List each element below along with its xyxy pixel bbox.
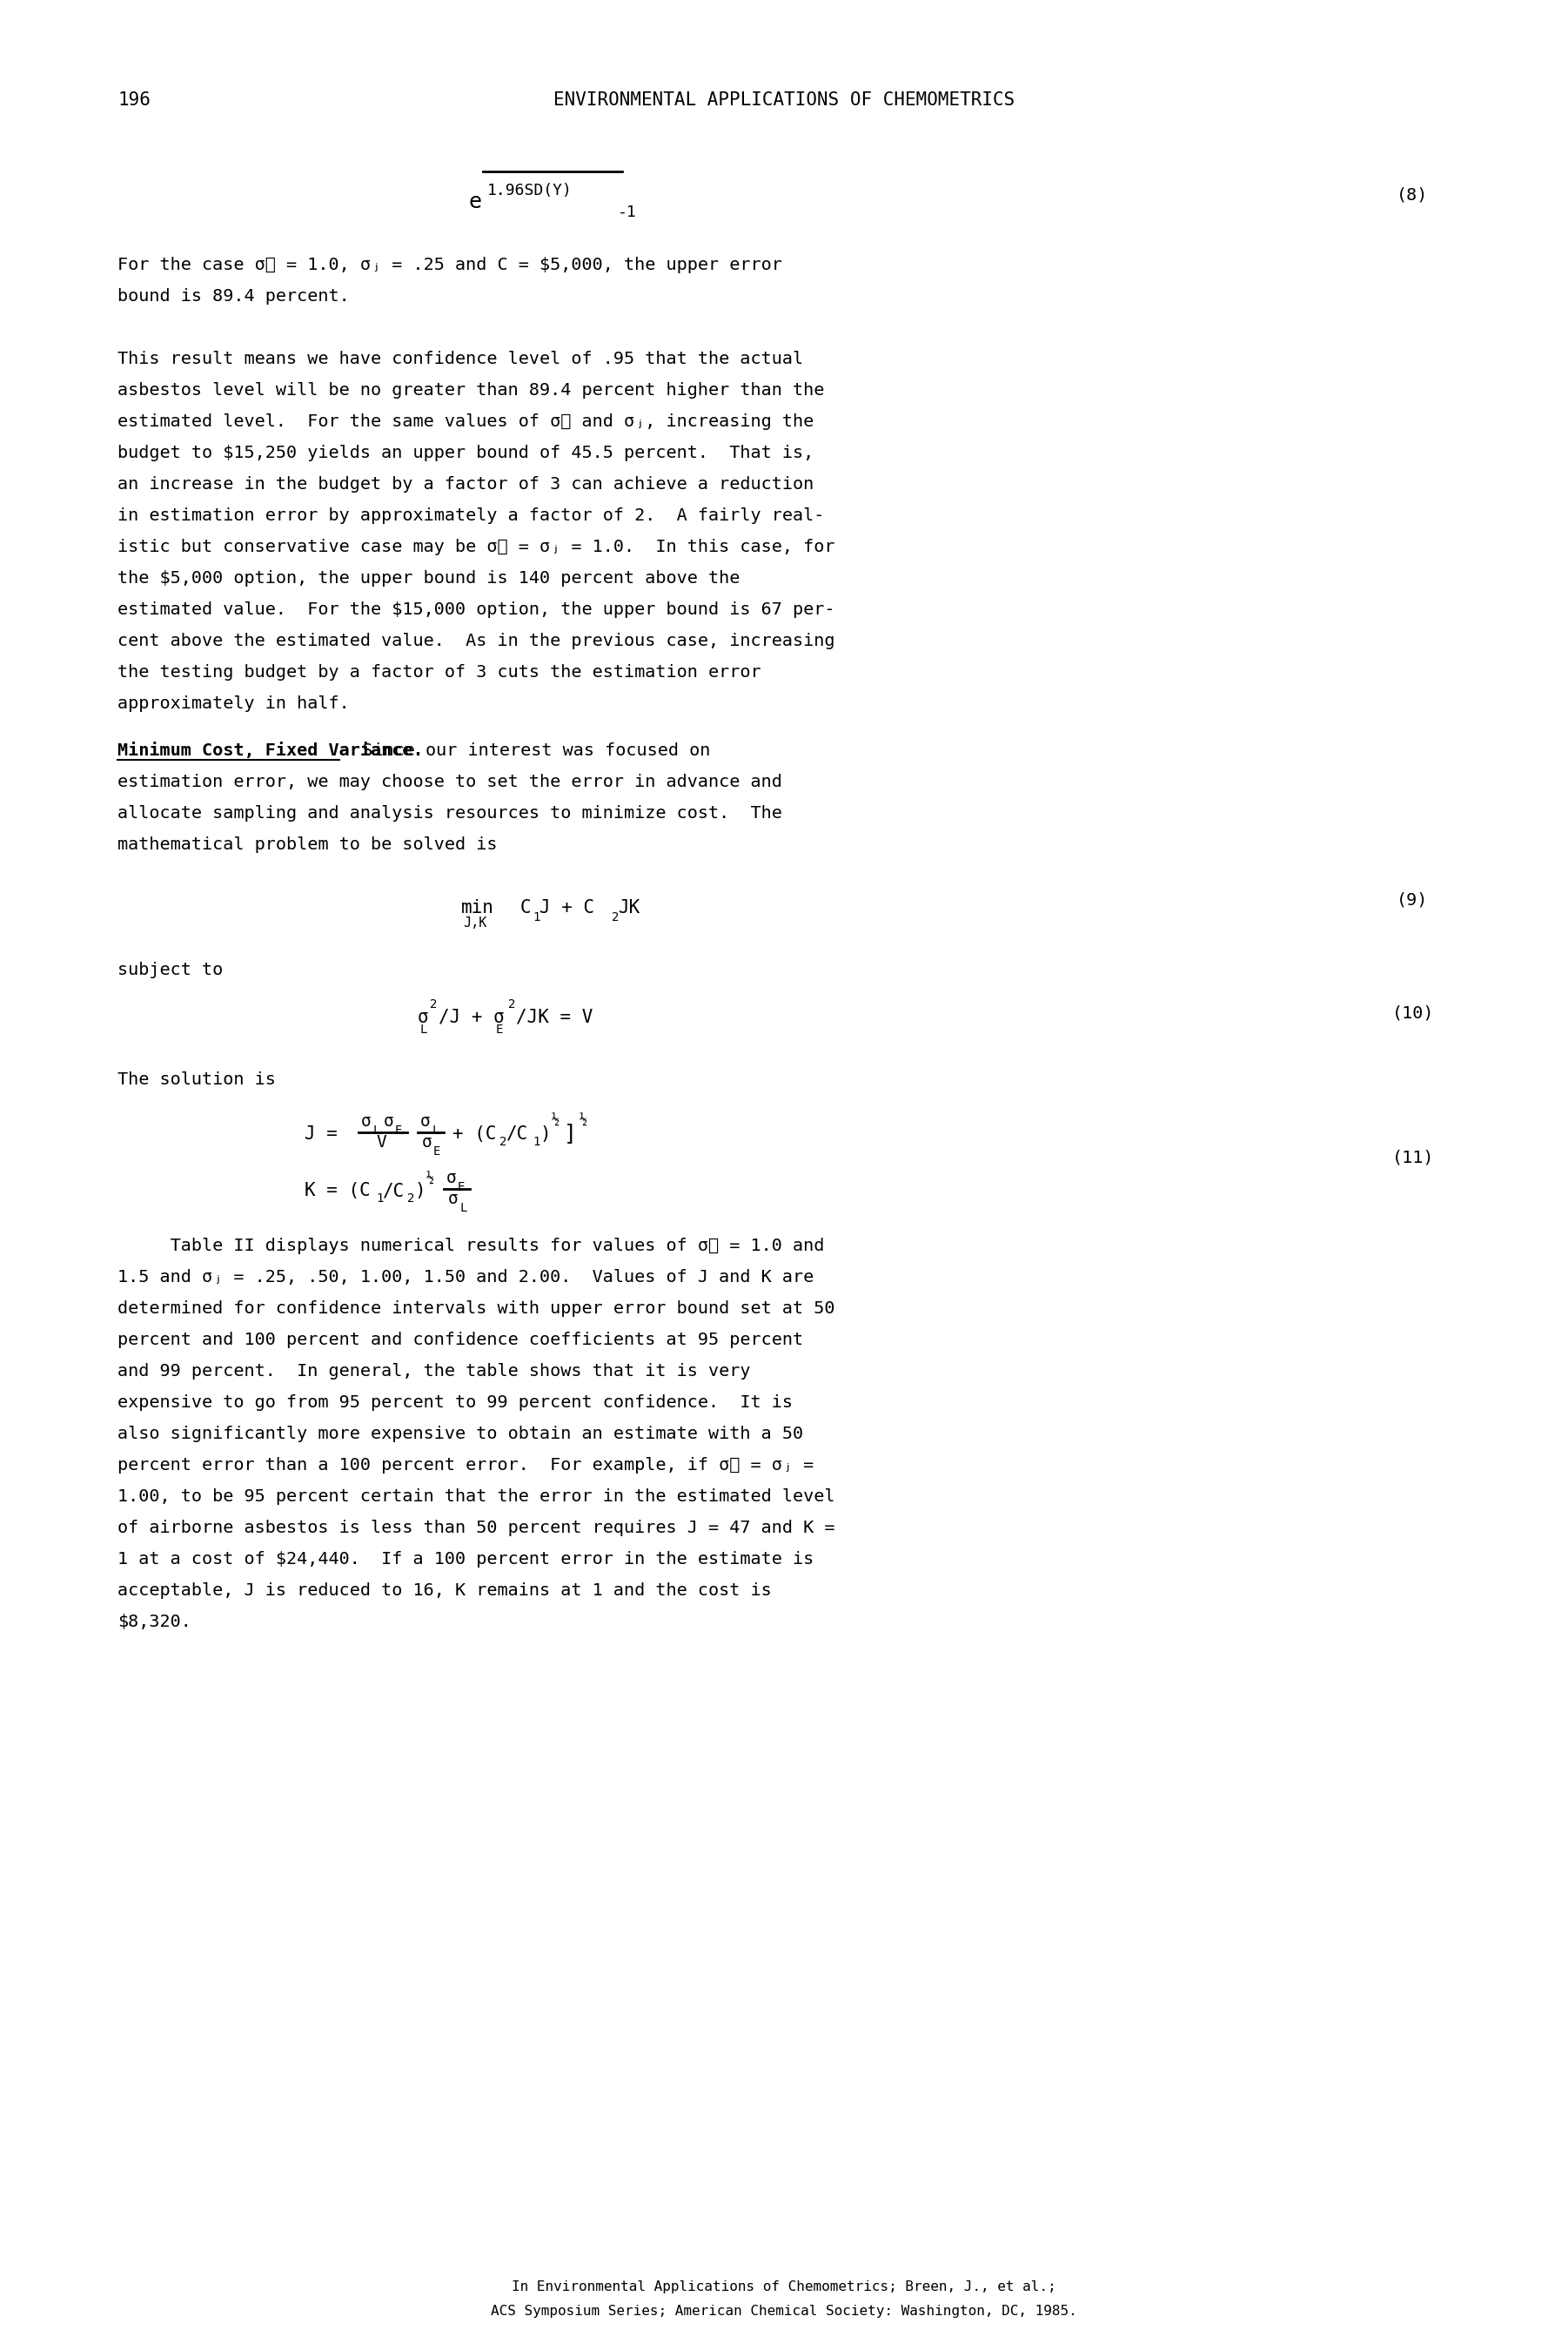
Text: (9): (9) bbox=[1397, 893, 1428, 909]
Text: 2: 2 bbox=[500, 1135, 506, 1149]
Text: allocate sampling and analysis resources to minimize cost.  The: allocate sampling and analysis resources… bbox=[118, 806, 782, 822]
Text: ½: ½ bbox=[552, 1114, 560, 1128]
Text: estimated value.  For the $15,000 option, the upper bound is 67 per-: estimated value. For the $15,000 option,… bbox=[118, 602, 834, 618]
Text: 1: 1 bbox=[533, 1135, 539, 1149]
Text: L: L bbox=[459, 1201, 467, 1215]
Text: the testing budget by a factor of 3 cuts the estimation error: the testing budget by a factor of 3 cuts… bbox=[118, 665, 760, 681]
Text: /C: /C bbox=[506, 1126, 528, 1142]
Text: L: L bbox=[419, 1025, 426, 1036]
Text: /C: /C bbox=[383, 1182, 405, 1198]
Text: C: C bbox=[521, 900, 532, 916]
Text: The solution is: The solution is bbox=[118, 1072, 276, 1088]
Text: subject to: subject to bbox=[118, 961, 223, 978]
Text: 2: 2 bbox=[430, 999, 437, 1010]
Text: cent above the estimated value.  As in the previous case, increasing: cent above the estimated value. As in th… bbox=[118, 632, 834, 649]
Text: + (C: + (C bbox=[453, 1126, 497, 1142]
Text: L: L bbox=[373, 1126, 379, 1137]
Text: istic but conservative case may be σᴇ = σⱼ = 1.0.  In this case, for: istic but conservative case may be σᴇ = … bbox=[118, 538, 834, 555]
Text: budget to $15,250 yields an upper bound of 45.5 percent.  That is,: budget to $15,250 yields an upper bound … bbox=[118, 444, 814, 461]
Text: 2: 2 bbox=[508, 999, 516, 1010]
Text: ENVIRONMENTAL APPLICATIONS OF CHEMOMETRICS: ENVIRONMENTAL APPLICATIONS OF CHEMOMETRI… bbox=[554, 92, 1014, 108]
Text: expensive to go from 95 percent to 99 percent confidence.  It is: expensive to go from 95 percent to 99 pe… bbox=[118, 1394, 793, 1410]
Text: $8,320.: $8,320. bbox=[118, 1614, 191, 1631]
Text: J + C: J + C bbox=[539, 900, 594, 916]
Text: (11): (11) bbox=[1392, 1149, 1435, 1166]
Text: E: E bbox=[395, 1126, 403, 1137]
Text: ½: ½ bbox=[426, 1173, 434, 1184]
Text: ACS Symposium Series; American Chemical Society: Washington, DC, 1985.: ACS Symposium Series; American Chemical … bbox=[491, 2305, 1077, 2317]
Text: 196: 196 bbox=[118, 92, 151, 108]
Text: asbestos level will be no greater than 89.4 percent higher than the: asbestos level will be no greater than 8… bbox=[118, 383, 825, 400]
Text: -1: -1 bbox=[618, 204, 637, 221]
Text: Since our interest was focused on: Since our interest was focused on bbox=[342, 743, 710, 759]
Text: e: e bbox=[469, 190, 481, 212]
Text: in estimation error by approximately a factor of 2.  A fairly real-: in estimation error by approximately a f… bbox=[118, 508, 825, 524]
Text: J,K: J,K bbox=[463, 916, 486, 931]
Text: σ: σ bbox=[420, 1114, 431, 1130]
Text: E: E bbox=[458, 1182, 466, 1194]
Text: 1.5 and σⱼ = .25, .50, 1.00, 1.50 and 2.00.  Values of J and K are: 1.5 and σⱼ = .25, .50, 1.00, 1.50 and 2.… bbox=[118, 1269, 814, 1285]
Text: 2: 2 bbox=[408, 1191, 414, 1206]
Text: mathematical problem to be solved is: mathematical problem to be solved is bbox=[118, 837, 497, 853]
Text: bound is 89.4 percent.: bound is 89.4 percent. bbox=[118, 289, 350, 306]
Text: estimation error, we may choose to set the error in advance and: estimation error, we may choose to set t… bbox=[118, 773, 782, 790]
Text: and 99 percent.  In general, the table shows that it is very: and 99 percent. In general, the table sh… bbox=[118, 1363, 751, 1379]
Text: σ: σ bbox=[384, 1114, 394, 1130]
Text: the $5,000 option, the upper bound is 140 percent above the: the $5,000 option, the upper bound is 14… bbox=[118, 571, 740, 588]
Text: /JK = V: /JK = V bbox=[516, 1008, 593, 1027]
Text: percent and 100 percent and confidence coefficients at 95 percent: percent and 100 percent and confidence c… bbox=[118, 1332, 803, 1349]
Text: For the case σᴇ = 1.0, σⱼ = .25 and C = $5,000, the upper error: For the case σᴇ = 1.0, σⱼ = .25 and C = … bbox=[118, 256, 782, 273]
Text: min: min bbox=[461, 900, 494, 916]
Text: 1: 1 bbox=[533, 912, 539, 924]
Text: an increase in the budget by a factor of 3 can achieve a reduction: an increase in the budget by a factor of… bbox=[118, 477, 814, 494]
Text: percent error than a 100 percent error.  For example, if σᴇ = σⱼ =: percent error than a 100 percent error. … bbox=[118, 1457, 814, 1473]
Text: (10): (10) bbox=[1392, 1003, 1435, 1020]
Text: This result means we have confidence level of .95 that the actual: This result means we have confidence lev… bbox=[118, 350, 803, 367]
Text: estimated level.  For the same values of σᴇ and σⱼ, increasing the: estimated level. For the same values of … bbox=[118, 414, 814, 430]
Text: /J + σ: /J + σ bbox=[439, 1008, 505, 1027]
Text: ½: ½ bbox=[580, 1114, 588, 1128]
Text: J =: J = bbox=[304, 1126, 337, 1142]
Text: σ: σ bbox=[422, 1135, 433, 1152]
Text: also significantly more expensive to obtain an estimate with a 50: also significantly more expensive to obt… bbox=[118, 1426, 803, 1443]
Text: approximately in half.: approximately in half. bbox=[118, 696, 350, 712]
Text: JK: JK bbox=[619, 900, 641, 916]
Text: E: E bbox=[433, 1144, 441, 1159]
Text: acceptable, J is reduced to 16, K remains at 1 and the cost is: acceptable, J is reduced to 16, K remain… bbox=[118, 1582, 771, 1598]
Text: 1: 1 bbox=[376, 1191, 383, 1206]
Text: K = (C: K = (C bbox=[304, 1182, 370, 1198]
Text: ): ) bbox=[414, 1182, 425, 1198]
Text: σ: σ bbox=[447, 1170, 456, 1187]
Text: V: V bbox=[376, 1135, 386, 1152]
Text: determined for confidence intervals with upper error bound set at 50: determined for confidence intervals with… bbox=[118, 1300, 834, 1316]
Text: ]: ] bbox=[564, 1123, 577, 1144]
Text: ): ) bbox=[539, 1126, 550, 1142]
Text: 1.96SD(Y): 1.96SD(Y) bbox=[488, 183, 572, 197]
Text: L: L bbox=[431, 1126, 439, 1137]
Text: 2: 2 bbox=[612, 912, 619, 924]
Text: σ: σ bbox=[361, 1114, 372, 1130]
Text: 1 at a cost of $24,440.  If a 100 percent error in the estimate is: 1 at a cost of $24,440. If a 100 percent… bbox=[118, 1551, 814, 1567]
Text: E: E bbox=[495, 1025, 503, 1036]
Text: Minimum Cost, Fixed Variance.: Minimum Cost, Fixed Variance. bbox=[118, 743, 423, 759]
Text: σ: σ bbox=[448, 1191, 458, 1208]
Text: σ: σ bbox=[417, 1008, 428, 1027]
Text: (8): (8) bbox=[1397, 188, 1428, 204]
Text: In Environmental Applications of Chemometrics; Breen, J., et al.;: In Environmental Applications of Chemome… bbox=[511, 2280, 1057, 2294]
Text: 1.00, to be 95 percent certain that the error in the estimated level: 1.00, to be 95 percent certain that the … bbox=[118, 1488, 834, 1504]
Text: of airborne asbestos is less than 50 percent requires J = 47 and K =: of airborne asbestos is less than 50 per… bbox=[118, 1520, 834, 1537]
Text: Table II displays numerical results for values of σᴇ = 1.0 and: Table II displays numerical results for … bbox=[118, 1238, 825, 1255]
